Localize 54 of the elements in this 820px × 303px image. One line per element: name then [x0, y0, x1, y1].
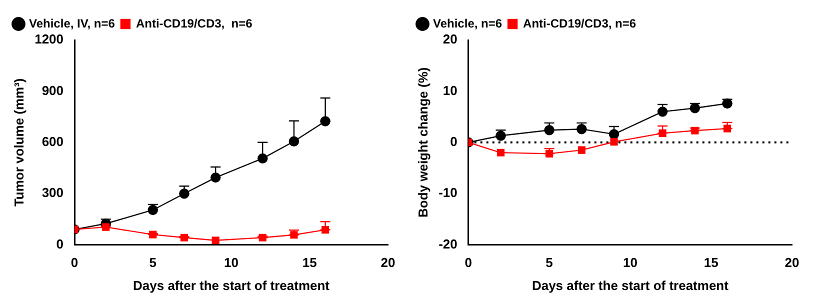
point — [658, 129, 666, 137]
point — [544, 125, 554, 136]
legend-label: Anti-CD19/CD3, n=6 — [136, 16, 253, 30]
y-tick-label: 0 — [450, 134, 458, 149]
x-tick-label: 5 — [149, 255, 157, 270]
y-tick-label: 900 — [42, 82, 64, 98]
x-tick-label: 10 — [622, 255, 638, 270]
point — [496, 130, 506, 141]
point — [657, 106, 668, 117]
legend-label: Vehicle, IV, n=6 — [29, 16, 116, 30]
point — [290, 231, 298, 239]
y-tick-label: 1200 — [34, 32, 64, 47]
point — [148, 204, 158, 216]
y-tick-label: 0 — [56, 236, 64, 252]
point — [102, 223, 110, 231]
point — [723, 124, 732, 132]
point — [258, 234, 266, 242]
y-axis-title: Body weight change (%) — [415, 67, 430, 218]
point — [258, 153, 268, 164]
point — [179, 188, 190, 199]
y-tick-label: 10 — [442, 82, 458, 98]
point — [322, 226, 330, 234]
point — [576, 124, 587, 134]
point — [608, 129, 620, 140]
point — [691, 126, 699, 134]
x-axis-title: Days after the start of treatment — [133, 278, 330, 293]
point — [578, 146, 586, 154]
x-tick-label: 0 — [70, 255, 78, 270]
x-tick-label: 0 — [464, 255, 472, 270]
y-tick-label: 600 — [42, 134, 64, 149]
y-tick-label: -10 — [438, 185, 458, 200]
y-axis-title: Tumor volume (mm³) — [11, 78, 26, 207]
point — [212, 236, 220, 244]
x-tick-label: 5 — [546, 255, 553, 270]
point — [496, 148, 505, 156]
point — [546, 150, 554, 158]
point — [149, 230, 157, 238]
legend-label: Vehicle, n=6 — [433, 16, 502, 30]
x-tick-label: 20 — [380, 255, 396, 270]
x-tick-label: 20 — [784, 255, 800, 270]
x-tick-label: 10 — [224, 255, 238, 270]
x-tick-label: 15 — [704, 255, 718, 270]
point — [320, 116, 330, 126]
x-axis-title: Days after the start of treatment — [532, 278, 730, 293]
legend-label: Anti-CD19/CD3, n=6 — [523, 16, 636, 30]
point — [180, 234, 188, 242]
point — [210, 172, 221, 183]
y-tick-label: 20 — [442, 32, 458, 47]
point — [690, 102, 700, 114]
y-tick-label: -20 — [438, 236, 458, 252]
y-tick-label: 300 — [42, 185, 64, 200]
point — [610, 138, 618, 146]
point — [288, 136, 300, 146]
x-tick-label: 15 — [302, 255, 317, 270]
